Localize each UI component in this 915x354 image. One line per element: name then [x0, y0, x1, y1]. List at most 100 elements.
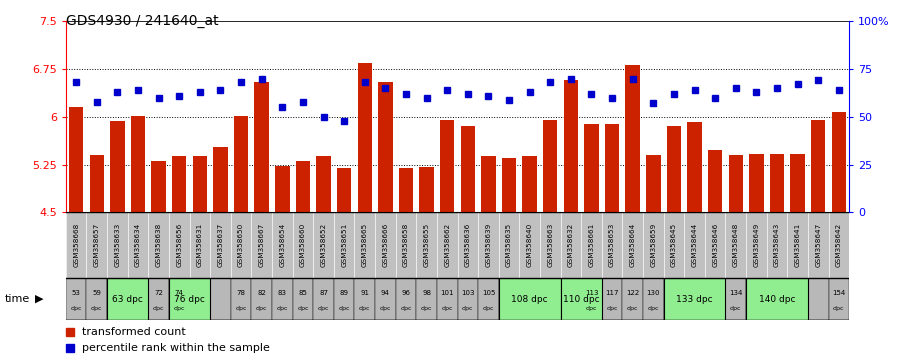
Text: 96: 96 [402, 290, 411, 296]
Text: GSM358645: GSM358645 [671, 223, 677, 267]
Text: GSM358637: GSM358637 [218, 223, 223, 267]
Bar [440, 120, 455, 212]
Bar [787, 212, 808, 278]
Text: dpc: dpc [380, 306, 391, 311]
Bar [746, 278, 808, 320]
Text: 85: 85 [298, 290, 307, 296]
Bar [663, 278, 726, 320]
Text: GSM358643: GSM358643 [774, 223, 780, 267]
Text: GSM358631: GSM358631 [197, 223, 203, 267]
Bar [172, 156, 187, 212]
Text: dpc: dpc [153, 306, 165, 311]
Bar [828, 278, 849, 320]
Bar [231, 212, 252, 278]
Bar [252, 212, 272, 278]
Bar [520, 212, 540, 278]
Bar [481, 156, 496, 212]
Text: GDS4930 / 241640_at: GDS4930 / 241640_at [66, 14, 219, 28]
Text: dpc: dpc [297, 306, 308, 311]
Bar [770, 154, 784, 212]
Text: dpc: dpc [627, 306, 639, 311]
Bar [272, 212, 293, 278]
Bar [832, 112, 846, 212]
Bar [399, 168, 414, 212]
Bar [726, 278, 746, 320]
Bar [828, 212, 849, 278]
Bar [436, 212, 458, 278]
Bar [90, 155, 104, 212]
Bar [189, 212, 210, 278]
Bar [479, 212, 499, 278]
Bar [543, 120, 557, 212]
Bar [293, 212, 313, 278]
Text: GSM358653: GSM358653 [609, 223, 615, 267]
Text: ▶: ▶ [35, 294, 43, 304]
Text: dpc: dpc [92, 306, 102, 311]
Bar [66, 212, 87, 278]
Bar [354, 212, 375, 278]
Text: time: time [5, 294, 30, 304]
Text: 78: 78 [237, 290, 245, 296]
Bar [128, 212, 148, 278]
Text: GSM358636: GSM358636 [465, 223, 471, 267]
Bar [499, 212, 520, 278]
Bar [479, 278, 499, 320]
Text: GSM358632: GSM358632 [568, 223, 574, 267]
Bar [334, 212, 354, 278]
Text: GSM358642: GSM358642 [835, 223, 842, 267]
Bar [189, 278, 210, 320]
Text: transformed count: transformed count [81, 327, 186, 337]
Text: GSM358647: GSM358647 [815, 223, 821, 267]
Text: 101: 101 [440, 290, 454, 296]
Bar [646, 155, 661, 212]
Text: GSM358641: GSM358641 [794, 223, 801, 267]
Text: dpc: dpc [359, 306, 371, 311]
Bar [684, 278, 705, 320]
Text: 94: 94 [381, 290, 390, 296]
Bar [602, 212, 622, 278]
Bar [107, 212, 128, 278]
Bar [605, 125, 619, 212]
Bar [684, 212, 705, 278]
Text: GSM358640: GSM358640 [527, 223, 533, 267]
Text: 133 dpc: 133 dpc [676, 295, 713, 304]
Bar [169, 278, 189, 320]
Text: 53: 53 [71, 290, 81, 296]
Bar [540, 212, 561, 278]
Text: 122: 122 [626, 290, 640, 296]
Text: GSM358660: GSM358660 [300, 223, 306, 267]
Bar [581, 212, 602, 278]
Text: GSM358656: GSM358656 [177, 223, 182, 267]
Bar [419, 166, 434, 212]
Bar [296, 161, 310, 212]
Bar [746, 212, 767, 278]
Bar [69, 107, 83, 212]
Bar [107, 278, 128, 320]
Bar [313, 278, 334, 320]
Text: GSM358648: GSM358648 [733, 223, 738, 267]
Bar [151, 161, 166, 212]
Bar [107, 278, 148, 320]
Text: 59: 59 [92, 290, 102, 296]
Bar [501, 158, 516, 212]
Bar [375, 278, 395, 320]
Bar [622, 278, 643, 320]
Bar [337, 168, 351, 212]
Text: dpc: dpc [483, 306, 494, 311]
Text: GSM358646: GSM358646 [712, 223, 718, 267]
Text: GSM358665: GSM358665 [361, 223, 368, 267]
Text: GSM358633: GSM358633 [114, 223, 121, 267]
Bar [687, 122, 702, 212]
Text: 130: 130 [647, 290, 660, 296]
Bar [602, 278, 622, 320]
Bar [767, 278, 787, 320]
Text: 113: 113 [585, 290, 598, 296]
Bar [272, 278, 293, 320]
Text: dpc: dpc [730, 306, 741, 311]
Text: GSM358657: GSM358657 [94, 223, 100, 267]
Text: dpc: dpc [462, 306, 474, 311]
Text: 140 dpc: 140 dpc [759, 295, 795, 304]
Text: GSM358649: GSM358649 [753, 223, 759, 267]
Text: GSM358662: GSM358662 [444, 223, 450, 267]
Bar [148, 212, 169, 278]
